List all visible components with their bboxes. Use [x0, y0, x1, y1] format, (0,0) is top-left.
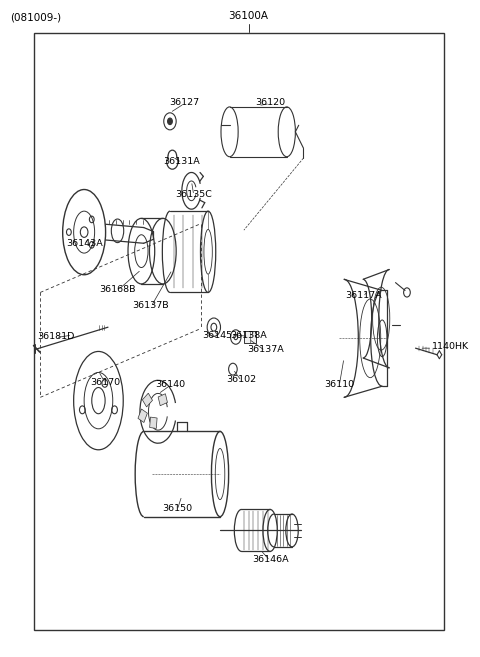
Bar	[34, 34, 444, 630]
Text: 36137B: 36137B	[132, 301, 169, 310]
Text: 36138A: 36138A	[230, 330, 267, 340]
Text: 36170: 36170	[91, 378, 120, 387]
Text: (081009-): (081009-)	[10, 12, 61, 22]
Text: 36137A: 36137A	[247, 345, 284, 354]
Text: 36131A: 36131A	[164, 157, 200, 166]
Bar	[158, 394, 168, 406]
Bar	[244, 331, 256, 343]
Text: 36135C: 36135C	[175, 190, 212, 198]
Text: 36145: 36145	[203, 330, 233, 340]
Bar	[150, 417, 157, 428]
Text: 36168B: 36168B	[99, 284, 136, 294]
Text: 36100A: 36100A	[228, 11, 269, 21]
Text: 1140HK: 1140HK	[432, 342, 469, 351]
Text: 36146A: 36146A	[252, 555, 288, 564]
Circle shape	[80, 227, 88, 237]
Text: 36127: 36127	[169, 98, 199, 107]
Text: 36140: 36140	[155, 380, 185, 389]
Text: 36150: 36150	[162, 505, 192, 513]
Bar	[138, 409, 147, 422]
Text: 36102: 36102	[227, 375, 256, 384]
Text: 36143A: 36143A	[66, 238, 103, 248]
Text: 36117A: 36117A	[345, 291, 382, 300]
Text: 36181D: 36181D	[37, 332, 74, 341]
Text: 36120: 36120	[255, 98, 285, 107]
Bar	[143, 393, 153, 407]
Text: 36110: 36110	[324, 380, 354, 389]
Circle shape	[168, 118, 172, 125]
